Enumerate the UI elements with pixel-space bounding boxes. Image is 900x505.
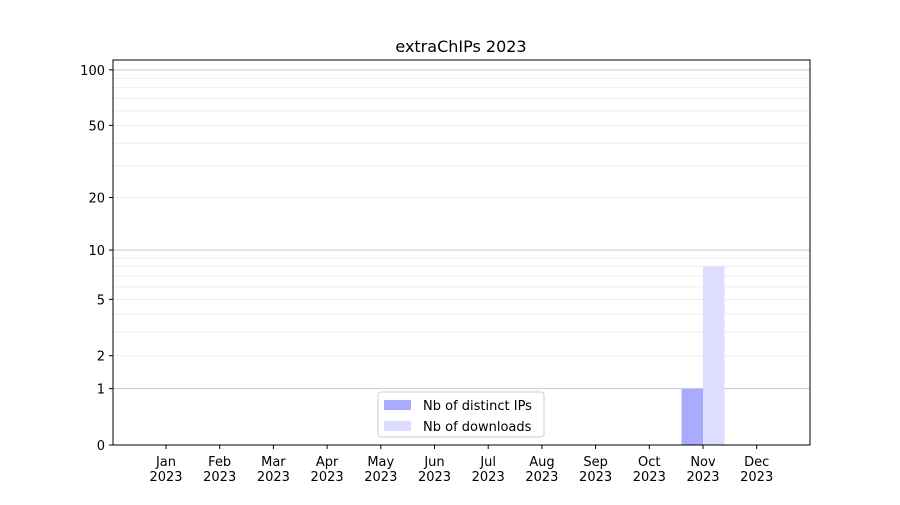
y-tick-label: 1 bbox=[97, 383, 105, 398]
x-tick-label: Aug 2023 bbox=[525, 455, 558, 485]
axes-frame bbox=[112, 59, 811, 446]
bars bbox=[681, 266, 725, 445]
y-axis: 0 1 2 5 10 20 50 100 bbox=[80, 64, 113, 454]
x-tick-label: Jan 2023 bbox=[149, 455, 182, 485]
x-tick-label: Jun 2023 bbox=[418, 455, 451, 485]
x-tick-label: Mar 2023 bbox=[257, 455, 290, 485]
chart-title: extraChIPs 2023 bbox=[395, 37, 526, 56]
x-tick-label: Oct 2023 bbox=[633, 455, 666, 485]
x-tick-label: May 2023 bbox=[364, 455, 397, 485]
y-tick-label: 2 bbox=[97, 350, 105, 365]
gridlines bbox=[113, 69, 810, 390]
bar-nb-of-distinct-ips bbox=[681, 388, 703, 445]
legend-label: Nb of distinct IPs bbox=[423, 399, 532, 414]
legend-swatch bbox=[384, 421, 411, 431]
x-tick-label: Nov 2023 bbox=[686, 455, 719, 485]
x-axis: Jan 2023 Feb 2023 Mar 2023 Apr 2023 May 2023 Jun 20… bbox=[149, 445, 773, 485]
y-tick-label: 20 bbox=[88, 192, 105, 207]
x-tick-label: Dec 2023 bbox=[740, 455, 773, 485]
y-tick-label: 50 bbox=[88, 119, 105, 134]
x-tick-label: Sep 2023 bbox=[579, 455, 612, 485]
legend-label: Nb of downloads bbox=[423, 420, 532, 435]
x-tick-label: Feb 2023 bbox=[203, 455, 236, 485]
y-tick-label: 10 bbox=[88, 244, 105, 259]
y-tick-label: 5 bbox=[97, 293, 105, 308]
legend: Nb of distinct IPs Nb of downloads bbox=[377, 391, 545, 438]
y-tick-label: 100 bbox=[80, 64, 105, 79]
legend-swatch bbox=[384, 400, 411, 410]
y-tick-label: 0 bbox=[97, 439, 105, 454]
x-tick-label: Jul 2023 bbox=[472, 455, 505, 485]
x-tick-label: Apr 2023 bbox=[311, 455, 344, 485]
legend-box bbox=[377, 391, 545, 438]
bar-nb-of-downloads bbox=[703, 266, 725, 445]
